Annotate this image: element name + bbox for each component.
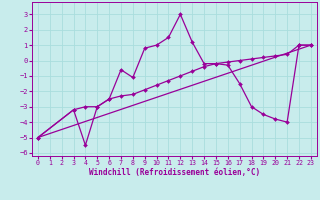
X-axis label: Windchill (Refroidissement éolien,°C): Windchill (Refroidissement éolien,°C) [89,168,260,177]
